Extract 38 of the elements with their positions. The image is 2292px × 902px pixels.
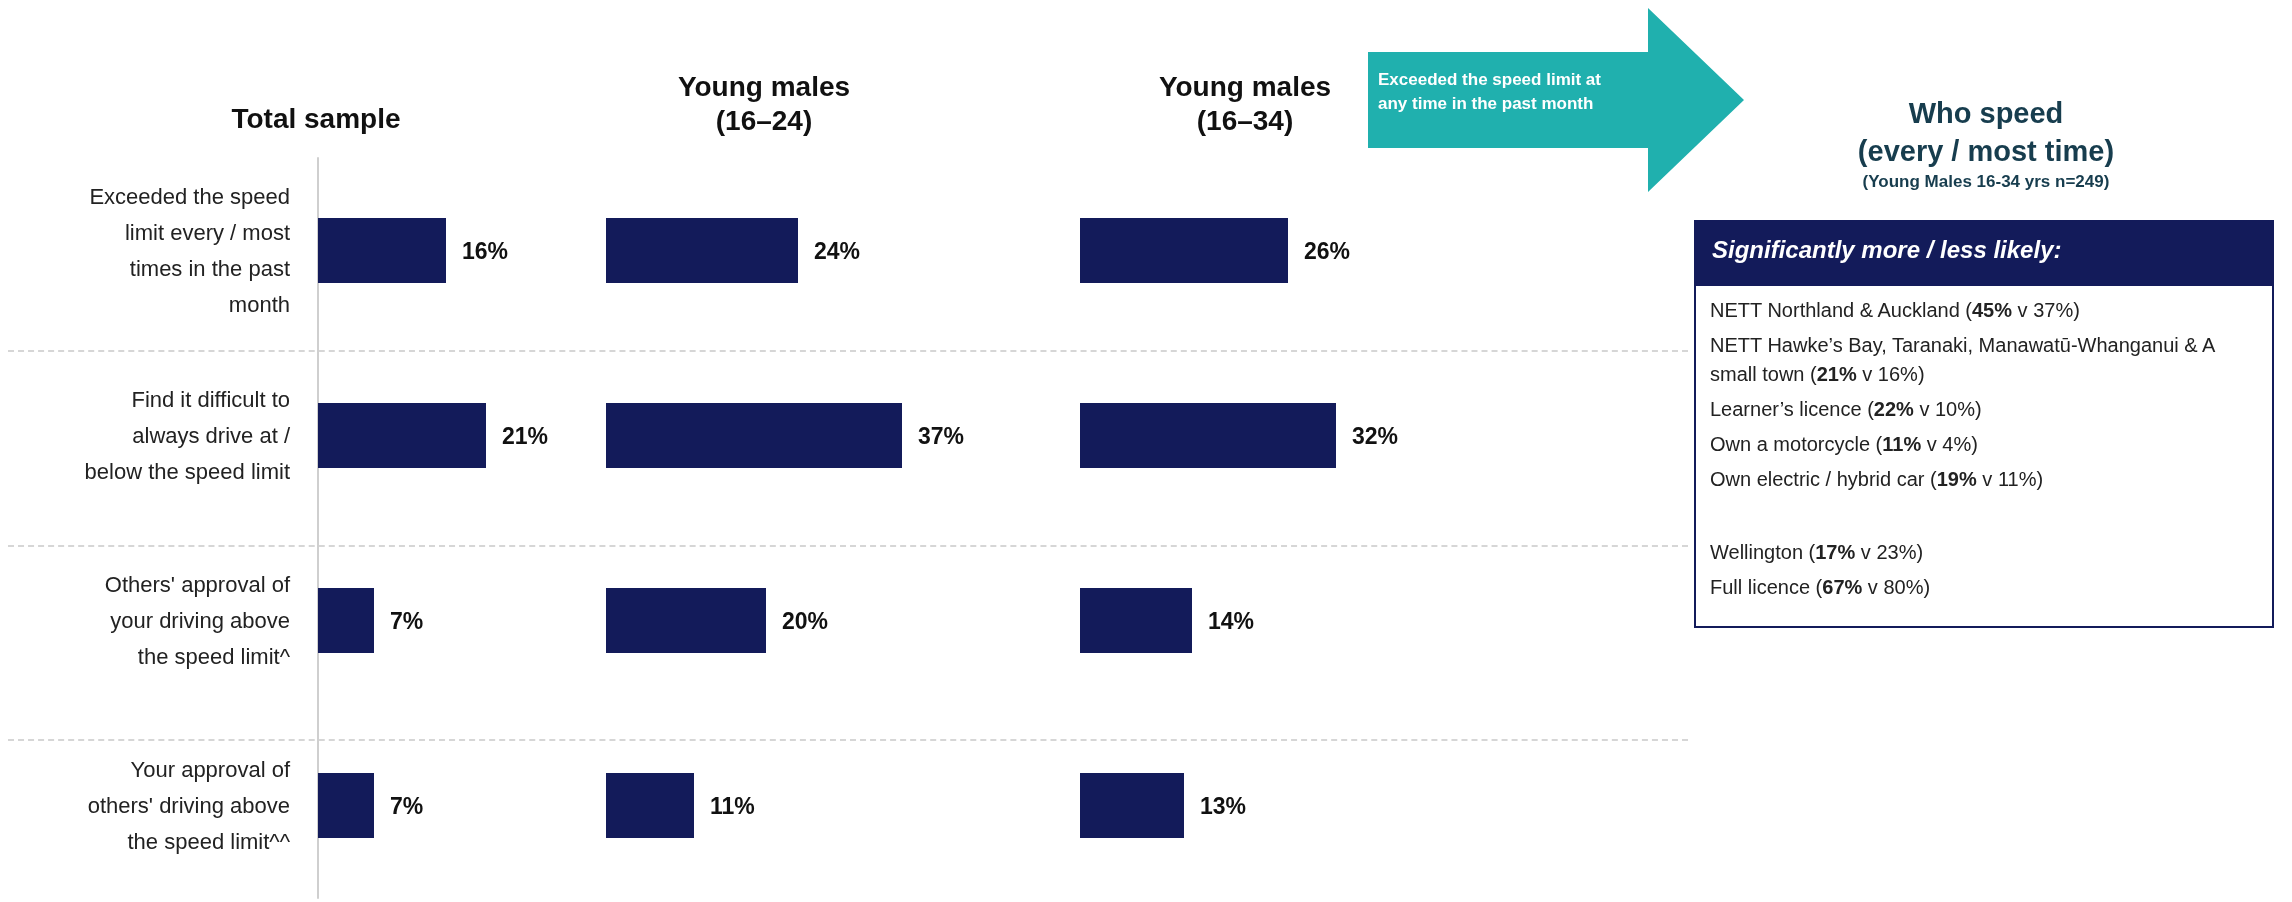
bar — [1080, 773, 1184, 838]
data-label: 37% — [918, 422, 965, 449]
bar — [606, 773, 694, 838]
chart-title: Total sample — [231, 102, 401, 134]
chart-title: Young males (16–34) — [1158, 70, 1332, 136]
text: Learner’s licence (22% v 10%) — [1710, 397, 1983, 422]
chart-title: Young males (16–24) — [677, 70, 851, 136]
data-label: 7% — [390, 792, 424, 819]
text: NETT Northland & Auckland (45% v 37%) — [1710, 298, 2081, 323]
data-label: 16% — [462, 237, 509, 264]
text: Own electric / hybrid car (19% v 11%) — [1710, 467, 2045, 492]
bar — [1080, 588, 1192, 653]
y-tick-label: Find it difficult to always drive at / below the speed limit — [84, 387, 291, 484]
bar — [1080, 403, 1336, 468]
text: Who speed (every / most time) — [1856, 96, 2116, 169]
data-label: 13% — [1200, 792, 1247, 819]
bar — [606, 218, 798, 283]
data-label: 14% — [1208, 607, 1255, 634]
data-label: 21% — [502, 422, 549, 449]
data-label: 24% — [814, 237, 861, 264]
data-label: 32% — [1352, 422, 1399, 449]
text: Wellington (17% v 23%) — [1710, 540, 1925, 565]
bar — [606, 403, 902, 468]
text: Significantly more / less likely: — [1696, 222, 2272, 286]
bar — [1080, 218, 1288, 283]
text: Full licence (67% v 80%) — [1710, 575, 1932, 600]
text: Own a motorcycle (11% v 4%) — [1710, 432, 1979, 457]
y-tick-label: Your approval of others' driving above the speed limit^^ — [87, 757, 291, 854]
y-tick-label: Others' approval of your driving above the speed limit^ — [104, 572, 291, 669]
data-label: 7% — [390, 607, 424, 634]
bar — [606, 588, 766, 653]
data-label: 11% — [710, 792, 755, 819]
data-label: 20% — [782, 607, 829, 634]
text: NETT Hawke’s Bay, Taranaki, Manawatū-Whanganui & A small town (21% v 16%) — [1710, 333, 2216, 387]
text: (Young Males 16-34 yrs n=249) — [1861, 171, 2111, 193]
data-label: 26% — [1304, 237, 1351, 264]
text: Exceeded the speed limit at any time in the past month — [1378, 69, 1602, 115]
y-tick-label: Exceeded the speed limit every / most times in the past month — [89, 184, 290, 317]
